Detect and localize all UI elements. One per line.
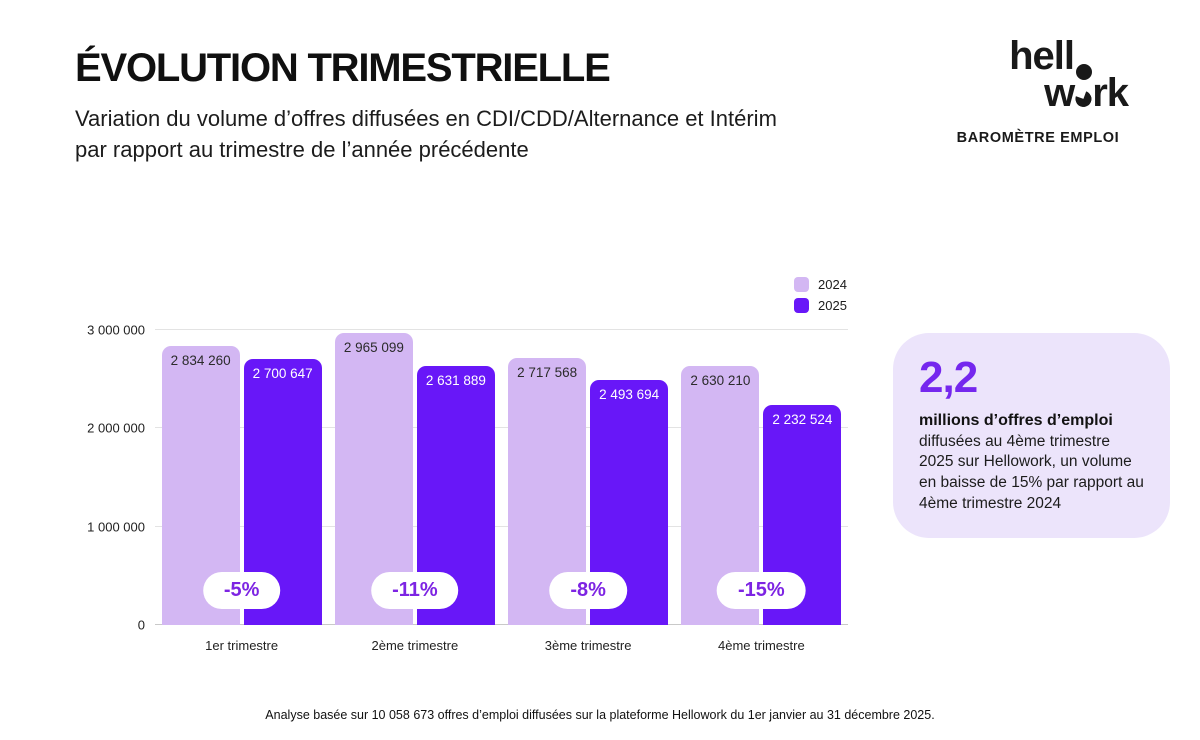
callout-headline: 2,2 [919, 353, 978, 402]
hellowork-logo: hell w rk BAROMÈTRE EMPLOI [948, 36, 1129, 146]
legend-swatch-2025 [794, 298, 809, 313]
delta-badge: -5% [202, 572, 281, 609]
bar-value-label: 2 493 694 [599, 386, 660, 402]
y-axis-tick-label: 1 000 000 [87, 519, 145, 535]
bar-value-label: 2 232 524 [772, 412, 833, 428]
gridline [155, 624, 848, 625]
x-axis-tick-label: 1er trimestre [205, 638, 279, 653]
legend-label-2024: 2024 [818, 277, 847, 292]
subtitle-line2: par rapport au trimestre de l’année préc… [75, 137, 529, 163]
callout-bold-text: millions d’offres d’emploi [919, 412, 1113, 429]
callout-card: 2,2 millions d’offres d’emploi diffusées… [893, 333, 1170, 539]
logo-tagline: BAROMÈTRE EMPLOI [956, 129, 1120, 146]
page-subtitle: Variation du volume d’offres diffusées e… [75, 103, 777, 165]
footer-note: Analyse basée sur 10 058 673 offres d’em… [265, 708, 935, 722]
subtitle-line1: Variation du volume d’offres diffusées e… [75, 106, 777, 131]
x-axis-tick-label: 4ème trimestre [718, 638, 805, 653]
chart-legend: 2024 2025 [794, 277, 847, 319]
logo-wordmark: hell w rk [948, 36, 1129, 115]
logo-text-rk: rk [1092, 70, 1129, 115]
bar-value-label: 2 965 099 [343, 340, 404, 356]
logo-text-hell: hell [1009, 34, 1075, 78]
plot-area: 0 1 000 000 2 000 000 3 000 000 2 834 260 2 7… [87, 323, 848, 653]
y-axis-tick-label: 2 000 000 [87, 420, 145, 436]
gridline [155, 427, 848, 429]
delta-badge: -11% [371, 572, 459, 609]
y-axis-tick-label: 3 000 000 [87, 322, 145, 338]
legend-item-2025: 2025 [794, 298, 847, 313]
legend-label-2025: 2025 [818, 298, 847, 313]
gridline [155, 525, 848, 527]
bar-value-label: 2 631 889 [425, 373, 486, 389]
bar-value-label: 2 630 210 [690, 373, 751, 389]
logo-o-icon [1076, 64, 1092, 80]
bar-value-label: 2 700 647 [252, 366, 313, 382]
legend-swatch-2024 [794, 277, 809, 292]
page-title: ÉVOLUTION TRIMESTRIELLE [75, 46, 611, 90]
x-axis-tick-label: 3ème trimestre [544, 638, 632, 653]
logo-text-w: w [1044, 70, 1075, 115]
bar-value-label: 2 834 260 [170, 353, 231, 369]
legend-item-2024: 2024 [794, 277, 847, 292]
delta-badge: -8% [549, 572, 627, 609]
delta-badge: -15% [717, 572, 806, 609]
y-axis-tick-label: 0 [137, 617, 145, 633]
x-axis-tick-label: 2ème trimestre [371, 638, 459, 653]
callout-body-text: diffusées au 4ème trimestre 2025 sur Hel… [919, 432, 1144, 512]
header: ÉVOLUTION TRIMESTRIELLE Variation du vol… [75, 46, 777, 165]
bar-value-label: 2 717 568 [517, 364, 578, 380]
gridline [155, 329, 848, 330]
